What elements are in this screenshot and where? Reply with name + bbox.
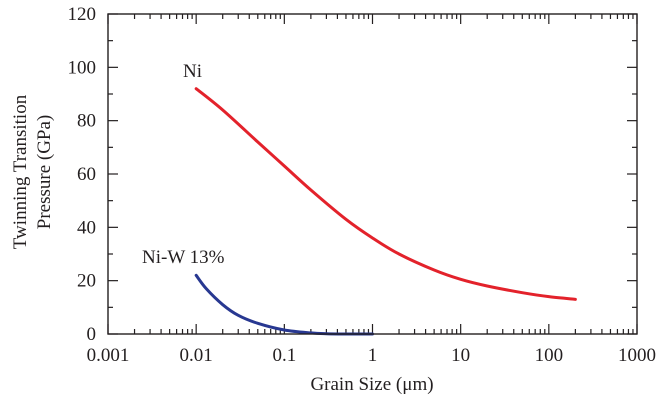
- y-tick-label: 20: [77, 271, 96, 292]
- y-axis-title: Twinning Transition Pressure (GPa): [10, 94, 55, 249]
- plot-frame: [107, 13, 638, 335]
- series-line-ni: [194, 87, 577, 301]
- x-tick-label: 0.001: [87, 345, 130, 366]
- y-tick-label: 60: [77, 164, 96, 185]
- ticks-layer: 0.001 0.01 0.1 1 10 100 1000 0 20 40 60 80 100 120: [68, 4, 657, 366]
- series-label-ni-w: Ni-W 13%: [142, 247, 225, 268]
- y-tick-label: 80: [77, 111, 96, 132]
- x-tick-label: 0.1: [272, 345, 296, 366]
- x-tick-label: 1: [368, 345, 378, 366]
- y-axis-title-line-2: Pressure (GPa): [34, 115, 55, 230]
- x-tick-label: 10: [451, 345, 470, 366]
- x-tick-label: 0.01: [180, 345, 213, 366]
- y-tick-label: 100: [68, 57, 97, 78]
- y-tick-label: 40: [77, 217, 96, 238]
- x-axis-title: Grain Size (μm): [310, 374, 433, 395]
- y-tick-label: 0: [87, 324, 97, 345]
- series-label-ni: Ni: [183, 61, 202, 82]
- x-tick-label: 100: [535, 345, 564, 366]
- series-layer: [194, 87, 577, 336]
- x-tick-label: 1000: [618, 345, 656, 366]
- y-tick-label: 120: [68, 4, 97, 25]
- y-axis-title-line-1: Twinning Transition: [10, 94, 31, 249]
